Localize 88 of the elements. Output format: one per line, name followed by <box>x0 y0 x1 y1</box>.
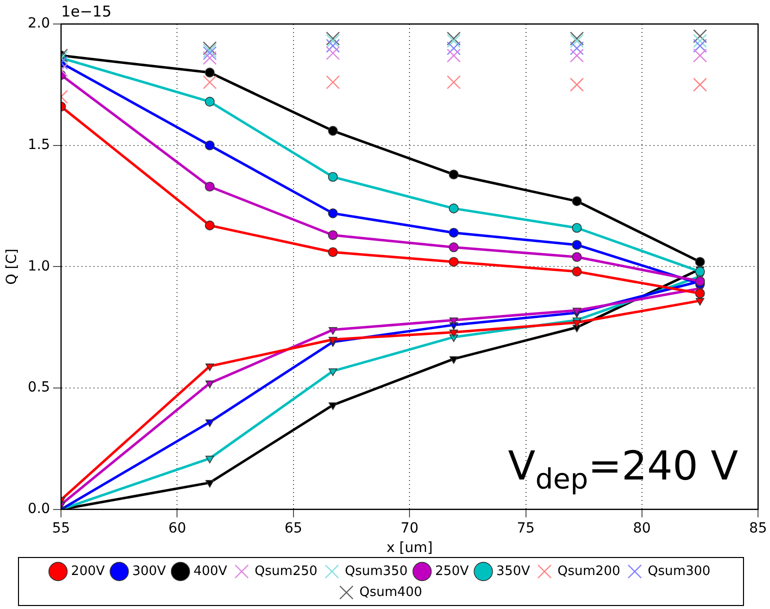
point <box>446 75 461 90</box>
point <box>693 38 707 53</box>
legend-label: Qsum250 <box>254 564 318 579</box>
x-tick-label: 80 <box>633 520 651 536</box>
y-tick-label: 1.0 <box>28 258 50 274</box>
point <box>328 368 338 376</box>
x-tick-label: 75 <box>516 520 535 536</box>
point <box>446 48 461 63</box>
legend-label: 350V <box>496 564 530 579</box>
legend-label: Qsum200 <box>558 564 620 579</box>
point <box>572 240 582 250</box>
point <box>328 230 338 240</box>
point <box>693 29 707 44</box>
point <box>204 182 215 192</box>
y-tick-label: 2.0 <box>28 16 50 32</box>
point <box>326 32 340 46</box>
point <box>570 34 584 48</box>
legend-label: 250V <box>435 564 469 579</box>
legend-label: 400V <box>193 564 228 579</box>
point <box>326 34 340 48</box>
point <box>448 170 459 180</box>
point <box>572 222 582 233</box>
point <box>328 247 338 258</box>
point <box>572 252 582 262</box>
legend-label: 200V <box>71 564 105 579</box>
point <box>204 140 215 150</box>
point <box>204 220 215 230</box>
point <box>204 96 215 107</box>
x-tick-label: 85 <box>749 520 768 536</box>
x-tick-label: 70 <box>400 520 418 536</box>
y-tick-label: 1.5 <box>28 136 50 153</box>
point <box>693 48 707 63</box>
x-axis-title: x [um] <box>386 540 433 556</box>
point <box>449 356 458 364</box>
point <box>328 208 338 218</box>
point <box>202 41 217 56</box>
point <box>328 327 338 335</box>
point <box>695 288 705 298</box>
point <box>449 317 458 325</box>
point <box>202 75 217 90</box>
y-tick-label: 0.5 <box>28 380 50 396</box>
x-tick-label: 65 <box>284 520 302 536</box>
point <box>326 46 340 60</box>
point <box>570 41 584 56</box>
point <box>448 204 459 214</box>
y-tick-label: 0.0 <box>28 501 50 518</box>
point <box>326 38 340 53</box>
point <box>448 242 459 252</box>
point <box>204 68 215 78</box>
point <box>205 456 214 464</box>
point <box>328 402 338 410</box>
point <box>202 46 217 60</box>
point <box>572 320 582 328</box>
point <box>695 276 705 286</box>
point <box>693 34 707 48</box>
point <box>572 308 582 316</box>
y-axis-title: Q [C] <box>4 248 20 285</box>
point <box>446 32 461 46</box>
point <box>696 298 704 306</box>
point <box>570 32 584 46</box>
point <box>205 419 214 427</box>
point <box>695 256 705 267</box>
point <box>328 126 338 136</box>
point <box>328 172 338 182</box>
legend-label: 300V <box>132 564 166 579</box>
point <box>205 480 214 488</box>
point <box>202 51 217 65</box>
point <box>202 44 217 58</box>
point <box>446 34 461 48</box>
point <box>572 266 582 276</box>
x-tick-label: 60 <box>168 520 186 536</box>
point <box>570 48 584 63</box>
point <box>205 364 214 372</box>
legend-label: Qsum350 <box>344 564 408 579</box>
point <box>572 196 582 206</box>
point <box>448 256 459 267</box>
point <box>446 41 461 56</box>
x-tick-label: 55 <box>52 520 70 536</box>
point <box>693 78 707 92</box>
point <box>449 330 458 338</box>
text: 1e−15 <box>61 2 112 20</box>
point <box>570 78 584 92</box>
point <box>448 228 459 238</box>
legend-label: Qsum300 <box>648 564 710 579</box>
point <box>205 380 214 388</box>
point <box>326 75 340 90</box>
point <box>328 336 338 344</box>
legend-label: Qsum400 <box>359 584 422 600</box>
